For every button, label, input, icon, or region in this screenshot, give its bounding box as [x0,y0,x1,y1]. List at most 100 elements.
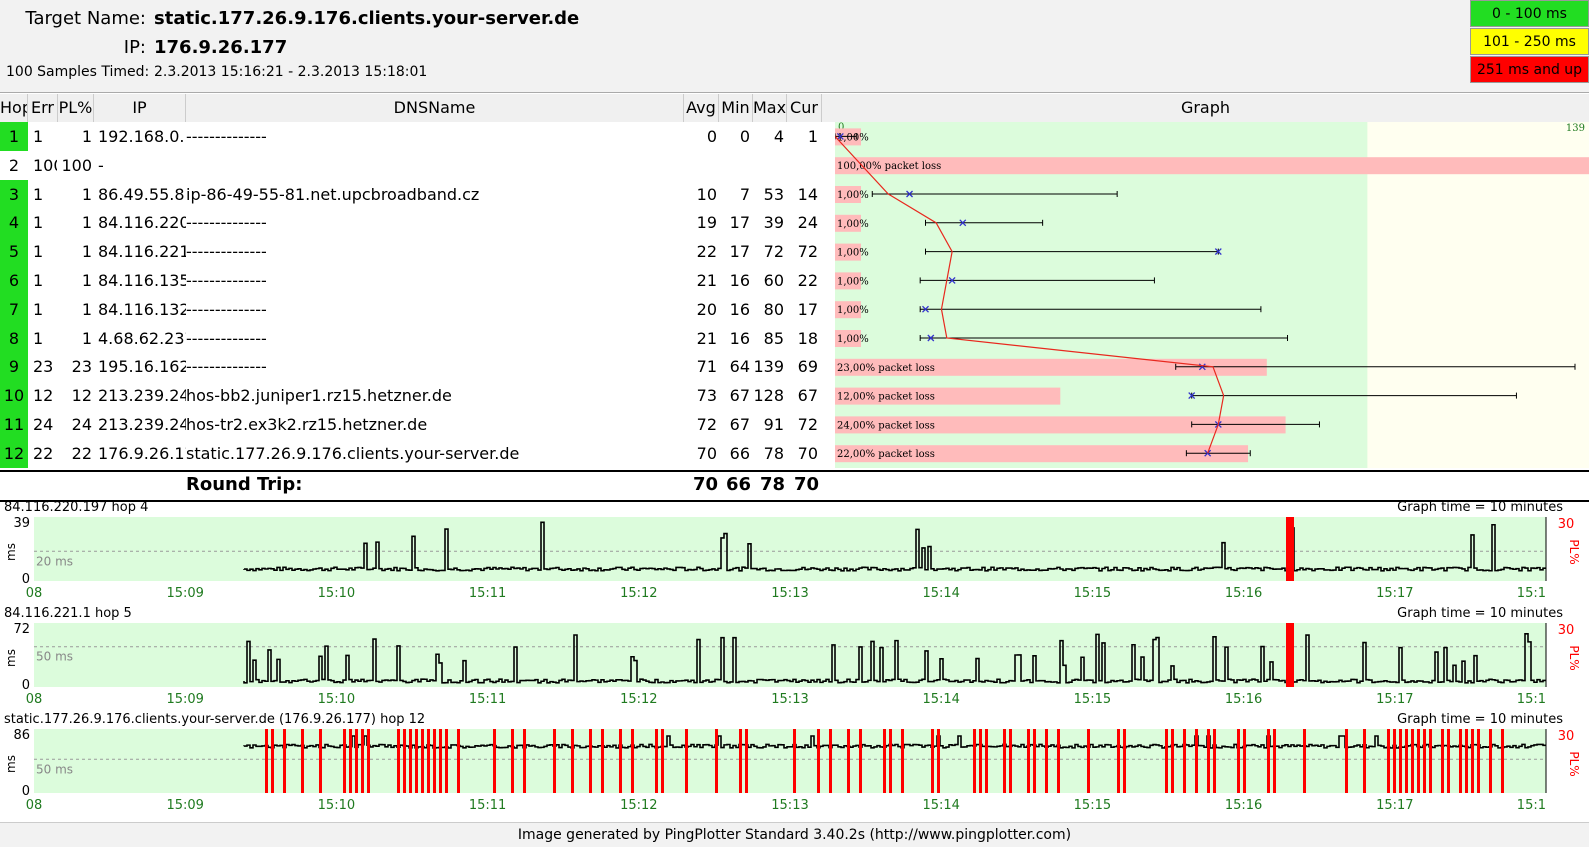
packet-loss-marker [439,729,442,793]
cur-ms: 72 [797,415,818,434]
packet-loss-marker [523,729,526,793]
avg-ms: 73 [696,386,717,406]
hop-number: 12 [0,438,28,468]
col-min[interactable]: Min [719,94,753,122]
err-count: 1 [33,184,44,204]
packet-loss-marker [421,729,424,793]
graph-time: Graph time = 10 minutes [1397,500,1563,515]
col-hop[interactable]: Hop [0,94,28,122]
dns-name: hos-tr2.ex3k2.rz15.hetzner.de [186,415,428,434]
packet-loss-marker [847,729,850,793]
cur-ms: 17 [797,299,818,319]
packet-loss-marker [1009,729,1012,793]
packet-loss-bar [835,157,1589,175]
min-ms: 66 [729,443,750,463]
packet-loss-bar [835,186,861,203]
time-tick-label: 15:16 [1225,586,1262,601]
packet-loss-marker [1123,729,1126,793]
col-avg[interactable]: Avg [684,94,719,122]
current-marker [927,334,935,342]
packet-loss-marker [343,729,346,793]
hop-row[interactable]: 9 23 23 195.16.162 -------------- 71 64 139 69 [0,352,833,382]
time-tick-label: 15:09 [166,692,203,707]
col-ip[interactable]: IP [94,94,186,122]
max-ms: 80 [763,299,784,319]
current-marker [922,305,929,313]
packet-loss-marker [931,729,934,793]
col-err[interactable]: Err [28,94,58,122]
time-tick-label: 15:1 [1517,586,1546,601]
hop-row[interactable]: 10 12 12 213.239.24 hos-bb2.juniper1.rz15.he… [0,381,833,411]
packet-loss-bar [835,243,861,261]
route-graph: 0 139 1,00% 100,00% packet loss 1,00% 1,00% 1,… [835,122,1589,468]
err-count: 100 [33,155,57,175]
col-pl[interactable]: PL% [58,94,94,122]
time-tick-label: 15:17 [1376,798,1413,813]
round-trip-cur: 70 [793,474,819,495]
hop-row[interactable]: 4 1 1 84.116.220 -------------- 19 17 39 24 [0,208,833,238]
packet-loss-marker [445,729,448,793]
packet-loss-marker [985,729,988,793]
packet-loss-marker [403,729,406,793]
hop-row[interactable]: 7 1 1 84.116.132 -------------- 20 16 80 17 [0,294,833,324]
col-graph[interactable]: Graph [1180,98,1231,117]
hop-row[interactable]: 11 24 24 213.239.24 hos-tr2.ex3k2.rz15.hetzn… [0,410,833,439]
col-dnsname[interactable]: DNSName [186,94,684,122]
avg-ms: 72 [696,415,717,434]
time-tick-label: 15:15 [1074,798,1111,813]
packet-loss-marker [511,729,514,793]
current-marker [1214,248,1222,256]
pl-percent: 1 [81,184,92,204]
packet-loss-marker [1417,729,1420,793]
packet-loss-label: 1,00% [837,219,869,230]
time-tick-label: 15:11 [469,798,506,813]
round-trip-min: 66 [725,474,751,495]
packet-loss-marker [301,729,304,793]
pl-percent: 1 [81,213,92,233]
packet-loss-label: 24,00% packet loss [837,420,935,431]
pl-unit-label: PL% [1567,645,1581,670]
packet-loss-marker [409,729,412,793]
packet-loss-marker [1405,729,1408,793]
time-tick-label: 15:15 [1074,692,1111,707]
packet-loss-marker [433,729,436,793]
hop-row[interactable]: 1 1 1 192.168.0.1 -------------- 0 0 4 1 [0,122,833,151]
packet-loss-marker [1045,729,1048,793]
packet-loss-marker [1183,729,1186,793]
pl-percent: 1 [81,242,92,262]
hop-row[interactable]: 8 1 1 4.68.62.237 -------------- 21 16 85 18 [0,323,833,353]
packet-loss-marker [1273,729,1276,793]
dns-name: -------------- [186,299,267,319]
hop-row[interactable]: 6 1 1 84.116.135 -------------- 21 16 60 22 [0,266,833,295]
mini-graph-hop-4: 84.116.220.197 hop 4 Graph time = 10 min… [0,500,1589,606]
time-tick-label: 15:10 [318,586,355,601]
graph-scale-min: 0 [838,122,844,133]
ip-address: 84.116.135 [98,271,186,290]
packet-loss-marker [1459,729,1462,793]
packet-loss-label: 22,00% packet loss [837,449,935,460]
pl-max-label: 30 [1558,517,1575,532]
ip-address: 176.9.26.17 [98,443,186,463]
round-trip-row: Round Trip: 70 66 78 70 [0,470,1589,502]
packet-loss-marker [1489,729,1492,793]
cur-ms: 24 [797,213,818,233]
hop-row[interactable]: 5 1 1 84.116.221 -------------- 22 17 72 72 [0,237,833,267]
packet-loss-marker [1393,729,1396,793]
ip-address: 213.239.24 [98,386,186,406]
y-min-label: 0 [22,784,30,799]
hop-row[interactable]: 3 1 1 86.49.55.81 ip-86-49-55-81.net.upcbroa… [0,179,833,209]
packet-loss-marker [349,729,352,793]
min-ms: 16 [729,299,750,319]
hop-number: 4 [0,208,28,238]
packet-loss-marker [1237,729,1240,793]
min-ms: 16 [729,328,750,348]
time-tick-label: 15:14 [922,586,959,601]
hop-number: 6 [0,266,28,295]
packet-loss-label: 1,00% [837,248,869,259]
hop-row[interactable]: 12 22 22 176.9.26.17 static.177.26.9.176.cli… [0,438,833,468]
col-cur[interactable]: Cur [787,94,822,122]
col-max[interactable]: Max [753,94,787,122]
time-tick-label: 15:10 [318,692,355,707]
hop-row[interactable]: 2100100- [0,151,833,180]
dns-name: hos-bb2.juniper1.rz15.hetzner.de [186,386,452,406]
